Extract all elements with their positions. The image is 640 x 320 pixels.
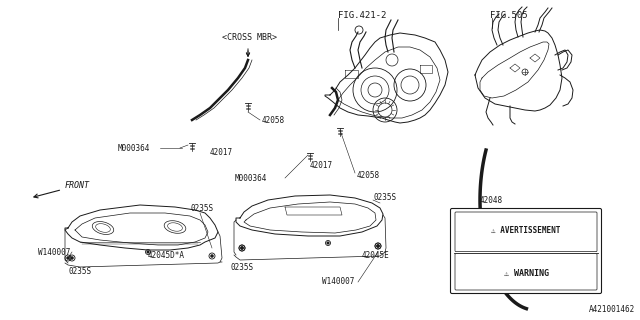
Text: 0235S: 0235S [190,204,213,212]
Text: 42045E: 42045E [362,251,390,260]
Text: 42048: 42048 [480,196,503,204]
Text: M000364: M000364 [118,143,150,153]
Circle shape [377,245,379,247]
FancyBboxPatch shape [455,254,597,290]
Text: 0235S: 0235S [373,193,396,202]
Circle shape [67,257,69,259]
Text: ⚠ AVERTISSEMENT: ⚠ AVERTISSEMENT [492,226,561,235]
Text: W140007: W140007 [38,247,70,257]
Circle shape [211,255,213,257]
FancyBboxPatch shape [451,209,602,293]
Text: 42058: 42058 [357,171,380,180]
Text: W140007: W140007 [322,277,355,286]
Circle shape [71,257,73,259]
Circle shape [147,251,149,253]
Text: FIG.505: FIG.505 [490,11,527,20]
Text: 42017: 42017 [310,161,333,170]
Circle shape [241,247,243,249]
Text: 0235S: 0235S [68,268,91,276]
Circle shape [377,245,379,247]
Text: ⚠ WARNING: ⚠ WARNING [504,268,548,278]
FancyBboxPatch shape [455,212,597,252]
Text: A421001462: A421001462 [589,305,635,314]
Text: 42045D*A: 42045D*A [148,251,185,260]
Circle shape [241,247,243,249]
Text: FIG.421-2: FIG.421-2 [338,11,387,20]
Circle shape [327,242,329,244]
Text: 42017: 42017 [210,148,233,156]
Text: M000364: M000364 [235,173,268,182]
Text: 0235S: 0235S [230,263,253,273]
Text: <CROSS MBR>: <CROSS MBR> [222,33,277,42]
Text: 42058: 42058 [262,116,285,124]
Text: FRONT: FRONT [34,181,90,198]
